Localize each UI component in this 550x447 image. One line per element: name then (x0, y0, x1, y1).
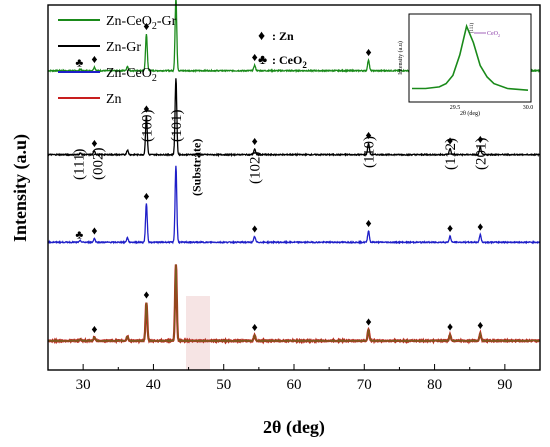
inset-peak-label: (111) (470, 22, 475, 33)
ceo2-peak-marker: ♣ (75, 56, 83, 70)
series-line (47, 165, 541, 245)
peak-label: (002) (90, 148, 106, 181)
x-tick-label: 70 (357, 377, 372, 393)
zn-peak-marker: ♦ (447, 320, 453, 334)
x-tick-label: 60 (287, 377, 302, 393)
x-tick-label: 30 (76, 377, 91, 393)
zn-peak-marker: ♦ (477, 132, 483, 146)
inset-annotation: CeO2 (487, 31, 500, 38)
legend-label-zn: Zn (106, 92, 122, 107)
x-tick-label: 90 (497, 377, 512, 393)
zn-peak-marker: ♦ (252, 50, 258, 64)
inset-chart: (111) CeO2 Intensity (a.u) 2θ (deg) 29.5… (397, 13, 534, 117)
zn-peak-marker: ♦ (477, 318, 483, 332)
zn-peak-marker: ♦ (447, 221, 453, 235)
zn-peak-marker: ♦ (91, 136, 97, 150)
peak-labels: (111) (002) (100) (101) (Substrate) (102) (110… (71, 110, 489, 197)
zn-peak-marker: ♦ (91, 223, 97, 237)
zn-marker-symbol: ♦ (258, 29, 265, 44)
legend-label-zn-gr: Zn-Gr (106, 40, 141, 55)
peak-label: (100) (139, 110, 155, 143)
peak-label: (201) (473, 138, 489, 171)
substrate-shading (186, 296, 210, 370)
inset-xtick-label-1: 30.0 (523, 105, 534, 111)
zn-peak-marker: ♦ (91, 322, 97, 336)
zn-marker-label: : Zn (272, 29, 294, 43)
peak-label: (Substrate) (190, 139, 204, 196)
inset-line (412, 23, 529, 91)
peak-label: (101) (169, 110, 185, 143)
zn-peak-marker: ♦ (477, 220, 483, 234)
inset-xtick-label-0: 29.5 (450, 105, 461, 111)
legend-label-zn-ceo2: Zn-CeO2 (106, 66, 157, 84)
legend-label-zn-ceo2-gr: Zn-CeO2-Gr (106, 14, 177, 32)
peak-label: (110) (362, 136, 378, 168)
x-tick-label: 40 (146, 377, 161, 393)
zn-peak-marker: ♦ (252, 134, 258, 148)
series-line (47, 78, 541, 158)
zn-peak-marker: ♦ (365, 45, 371, 59)
peak-label: (112) (443, 138, 459, 170)
peak-markers: ♦♦♦♦♦♦♣♦♦♦♦♦♦♦♦♦♦♦♦♣♦♦♦♦♦♦ (75, 19, 483, 336)
zn-peak-marker: ♦ (365, 216, 371, 230)
zn-peak-marker: ♦ (143, 19, 149, 33)
ceo2-marker-symbol: ♣ (258, 53, 267, 68)
zn-peak-marker: ♦ (91, 52, 97, 66)
series-line (47, 264, 541, 344)
x-tick-label: 80 (427, 377, 442, 393)
zn-peak-marker: ♦ (252, 222, 258, 236)
zn-peak-marker: ♦ (143, 189, 149, 203)
inset-y-label: Intensity (a.u) (397, 41, 404, 75)
zn-peak-marker: ♦ (365, 314, 371, 328)
legend: Zn-CeO2-Gr Zn-Gr Zn-CeO2 Zn (58, 14, 177, 107)
zn-peak-marker: ♦ (143, 287, 149, 301)
zn-peak-marker: ♦ (365, 128, 371, 142)
peak-label: (102) (248, 152, 264, 185)
y-axis-label: Intensity (a.u) (10, 134, 31, 242)
ceo2-peak-marker: ♣ (75, 227, 83, 241)
x-axis: 30 40 50 60 70 80 90 (47, 364, 541, 393)
inset-x-label: 2θ (deg) (460, 110, 480, 117)
zn-peak-marker: ♦ (143, 101, 149, 115)
x-axis-label: 2θ (deg) (263, 417, 325, 438)
series-line-underlay (47, 264, 541, 345)
x-tick-label: 50 (216, 377, 231, 393)
marker-legend: ♦ : Zn ♣ : CeO2 (258, 29, 307, 70)
ceo2-marker-label: : CeO2 (272, 53, 307, 70)
zn-peak-marker: ♦ (252, 320, 258, 334)
peak-label: (111) (71, 149, 87, 180)
zn-peak-marker: ♦ (447, 134, 453, 148)
